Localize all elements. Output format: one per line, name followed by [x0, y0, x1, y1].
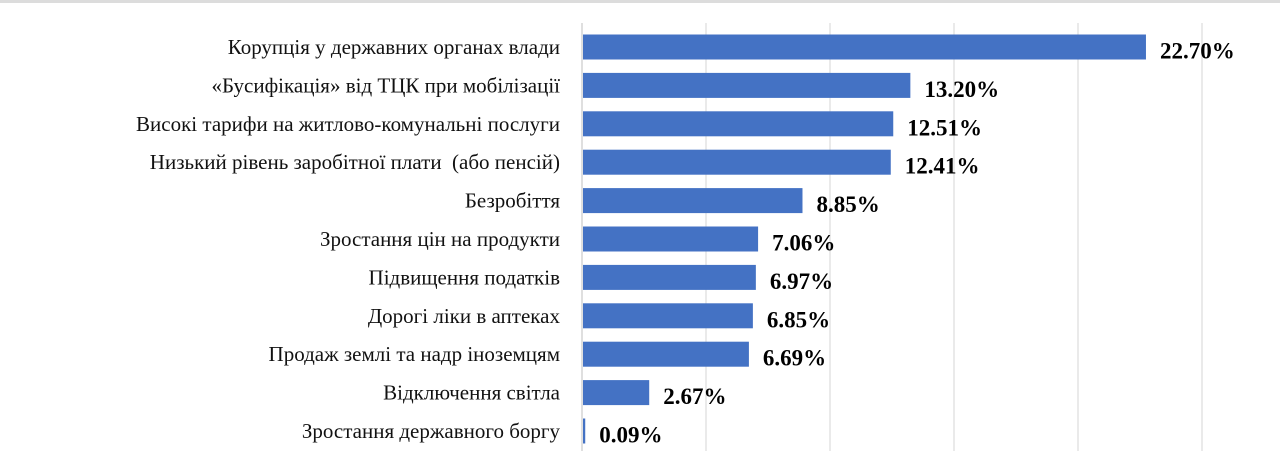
- value-label-5: 7.06%: [772, 231, 835, 256]
- bar-chart: Корупція у державних органах влади «Бусиф…: [136, 23, 1235, 451]
- category-label-1: «Бусифікація» від ТЦК при мобілізації: [211, 73, 560, 97]
- bar-8: [583, 341, 749, 367]
- category-label-2: Високі тарифи на житлово-комунальні посл…: [136, 112, 560, 136]
- category-label-10: Зростання державного боргу: [302, 419, 561, 443]
- bar-10: [583, 418, 586, 444]
- bar-6: [583, 264, 756, 290]
- bar-9: [583, 380, 650, 406]
- bars: [583, 34, 1146, 444]
- value-label-6: 6.97%: [770, 269, 833, 294]
- bar-3: [583, 149, 891, 175]
- category-label-4: Безробіття: [465, 189, 561, 213]
- category-label-5: Зростання цін на продукти: [320, 227, 560, 251]
- category-label-0: Корупція у державних органах влади: [228, 35, 560, 59]
- bar-5: [583, 226, 759, 252]
- category-label-8: Продаж землі та надр іноземцям: [269, 342, 560, 366]
- category-label-9: Відключення світла: [383, 381, 561, 405]
- value-label-1: 13.20%: [924, 77, 999, 102]
- category-label-6: Підвищення податків: [369, 265, 561, 289]
- value-label-8: 6.69%: [763, 346, 826, 371]
- value-label-9: 2.67%: [663, 384, 726, 409]
- value-label-3: 12.41%: [905, 154, 980, 179]
- category-labels: Корупція у державних органах влади «Бусиф…: [136, 35, 561, 443]
- bar-1: [583, 72, 911, 98]
- bar-4: [583, 188, 803, 214]
- value-label-7: 6.85%: [767, 307, 830, 332]
- category-label-7: Дорогі ліки в аптеках: [368, 304, 561, 328]
- bar-2: [583, 111, 894, 137]
- value-label-10: 0.09%: [599, 423, 662, 448]
- value-label-0: 22.70%: [1160, 39, 1235, 64]
- value-labels: 22.70% 13.20% 12.51% 12.41% 8.85% 7.06% 6.97% 6…: [599, 39, 1234, 448]
- bar-7: [583, 303, 753, 329]
- value-label-2: 12.51%: [907, 115, 982, 140]
- category-label-3: Низький рівень заробітної плати (або пен…: [150, 150, 560, 174]
- value-label-4: 8.85%: [816, 192, 879, 217]
- bar-0: [583, 34, 1146, 60]
